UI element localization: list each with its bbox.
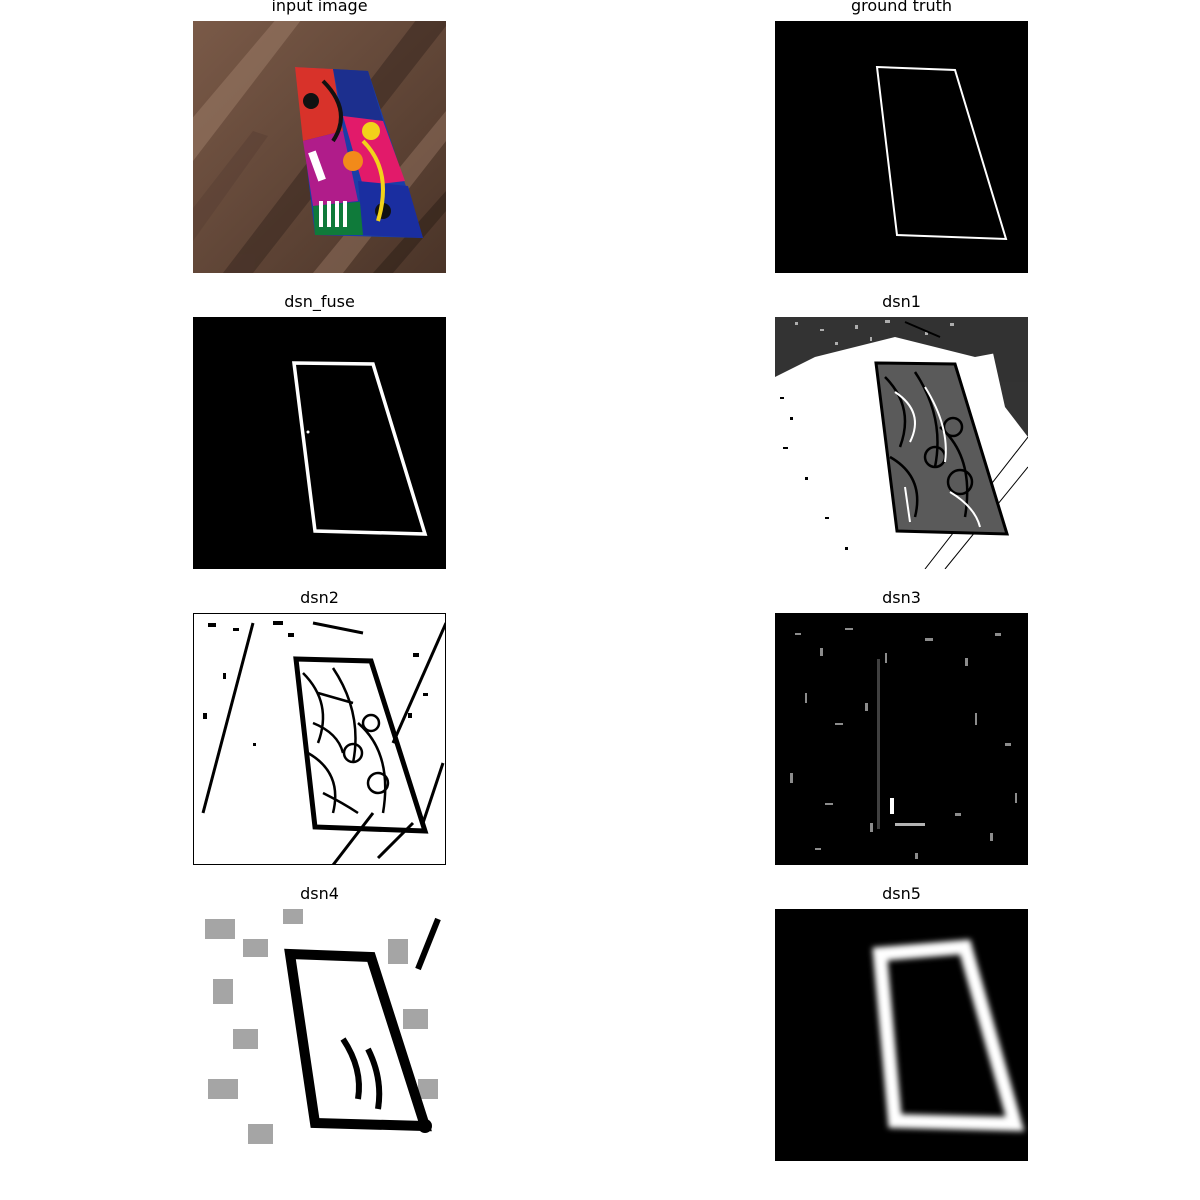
- input-image: [193, 21, 446, 273]
- panel-title: ground truth: [775, 0, 1028, 16]
- dsn2-image: [193, 613, 446, 865]
- panel-title: dsn_fuse: [193, 292, 446, 312]
- dsn1-image: [775, 317, 1028, 569]
- panel-title: dsn2: [193, 588, 446, 608]
- panel-title: dsn1: [775, 292, 1028, 312]
- dsn-fuse-image: [193, 317, 446, 569]
- panel-title: dsn5: [775, 884, 1028, 904]
- dsn5-image: [775, 909, 1028, 1161]
- panel-title: input image: [193, 0, 446, 16]
- panel-title: dsn4: [193, 884, 446, 904]
- dsn3-image: [775, 613, 1028, 865]
- ground-truth-image: [775, 21, 1028, 273]
- dsn4-image: [193, 909, 446, 1161]
- panel-title: dsn3: [775, 588, 1028, 608]
